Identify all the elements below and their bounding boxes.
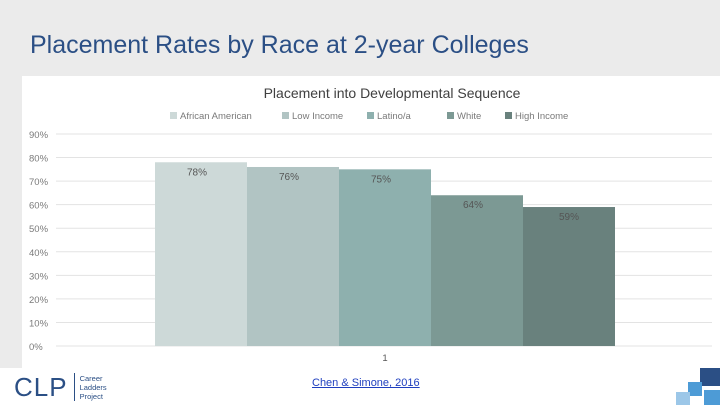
clp-logo: CLP Career Ladders Project: [14, 372, 107, 402]
bar-4: [523, 207, 615, 346]
deco-block-dark: [700, 368, 720, 386]
data-label-2: 75%: [371, 174, 391, 185]
y-tick-label-8: 80%: [29, 154, 49, 165]
legend-swatch-3: [447, 112, 454, 119]
y-tick-label-7: 70%: [29, 177, 49, 188]
y-tick-label-0: 0%: [29, 342, 43, 353]
legend-swatch-0: [170, 112, 177, 119]
bar-3: [431, 195, 523, 346]
corner-decoration: [670, 368, 720, 405]
data-label-3: 64%: [463, 200, 483, 211]
logo-letters: CLP: [14, 372, 68, 402]
logo-line-career: Career: [79, 373, 103, 383]
y-tick-label-4: 40%: [29, 248, 49, 259]
y-tick-label-3: 30%: [29, 271, 49, 282]
y-tick-label-9: 90%: [29, 130, 49, 141]
logo-subtitle: Career Ladders Project: [80, 374, 107, 401]
bar-chart: Placement into Developmental Sequence Afr…: [29, 85, 712, 364]
bar-2: [339, 169, 431, 346]
bar-1: [247, 166, 339, 346]
legend-swatch-1: [282, 112, 289, 119]
data-label-0: 78%: [187, 167, 207, 178]
citation-link[interactable]: Chen & Simone, 2016: [312, 377, 420, 389]
y-tick-label-5: 50%: [29, 224, 49, 235]
footer: CLP Career Ladders Project Chen & Simone…: [0, 368, 720, 405]
legend-label-3: White: [457, 111, 481, 122]
y-tick-label-1: 10%: [29, 318, 49, 329]
x-tick-label-0: 1: [382, 353, 387, 364]
deco-block-dark-2: [704, 390, 720, 405]
data-label-4: 59%: [559, 212, 579, 223]
chart-panel: Placement into Developmental Sequence Afr…: [22, 76, 720, 368]
legend-label-2: Latino/a: [377, 111, 412, 122]
deco-block-light: [676, 392, 690, 405]
bar-0: [155, 162, 247, 346]
y-tick-label-6: 60%: [29, 201, 49, 212]
logo-divider: [73, 373, 75, 401]
data-label-1: 76%: [279, 172, 299, 183]
chart-title: Placement into Developmental Sequence: [264, 85, 521, 101]
legend-label-1: Low Income: [292, 111, 343, 122]
y-tick-label-2: 20%: [29, 295, 49, 306]
deco-block-mid: [688, 382, 702, 396]
logo-line-project: Project: [79, 391, 103, 401]
legend-swatch-2: [367, 112, 374, 119]
logo-line-ladders: Ladders: [79, 382, 107, 392]
legend-label-0: African American: [180, 111, 252, 122]
legend-swatch-4: [505, 112, 512, 119]
legend-label-4: High Income: [515, 111, 568, 122]
slide-title: Placement Rates by Race at 2-year Colleg…: [30, 31, 529, 59]
